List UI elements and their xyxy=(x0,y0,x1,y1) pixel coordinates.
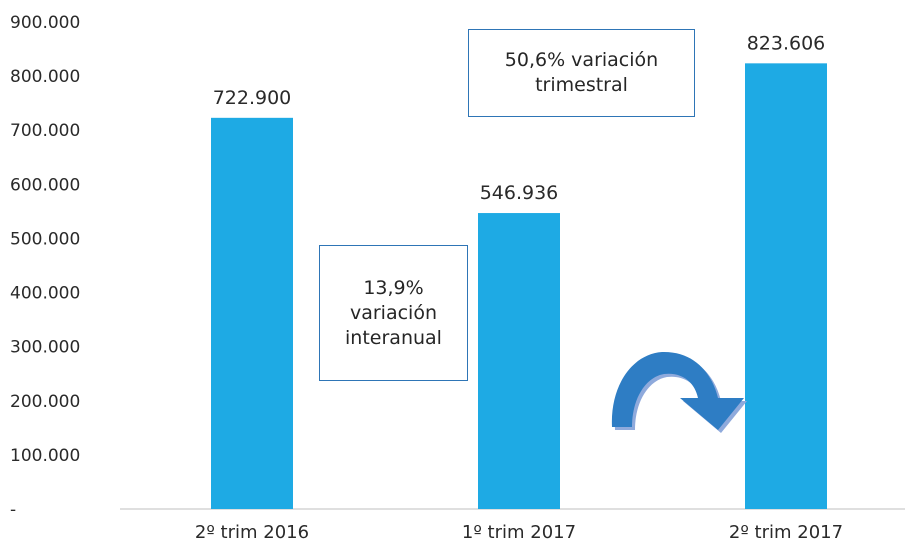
annotation-box-interanual: 13,9% variación interanual xyxy=(319,245,468,381)
annotation-line: 50,6% variación xyxy=(504,49,659,71)
annotation-line: interanual xyxy=(345,326,442,349)
x-tick-label: 2º trim 2017 xyxy=(729,522,843,543)
annotation-line: trimestral xyxy=(535,74,628,96)
y-tick-label: 700.000 xyxy=(10,121,80,141)
y-axis-ticks: - 100.000 200.000 300.000 400.000 500.000 600.… xyxy=(10,13,80,520)
bar xyxy=(745,63,827,509)
y-tick-label: 400.000 xyxy=(10,284,80,304)
y-tick-label: 500.000 xyxy=(10,229,80,249)
x-tick-label: 1º trim 2017 xyxy=(462,522,576,543)
data-labels: 722.900 546.936 823.606 xyxy=(213,32,826,204)
x-axis-ticks: 2º trim 2016 1º trim 2017 2º trim 2017 xyxy=(195,522,843,543)
annotation-line: 13,9% xyxy=(363,276,424,299)
y-tick-label: 900.000 xyxy=(10,13,80,33)
y-tick-label: 100.000 xyxy=(10,446,80,466)
bars xyxy=(211,63,827,509)
y-tick-label: - xyxy=(10,500,16,520)
curved-arrow-icon xyxy=(611,351,747,433)
x-tick-label: 2º trim 2016 xyxy=(195,522,309,543)
bar xyxy=(211,117,293,509)
y-tick-label: 600.000 xyxy=(10,175,80,195)
bar xyxy=(478,213,560,509)
annotation-box-trimestral: 50,6% variación trimestral xyxy=(468,29,695,117)
y-tick-label: 800.000 xyxy=(10,67,80,87)
y-tick-label: 300.000 xyxy=(10,338,80,358)
data-label: 546.936 xyxy=(480,182,559,204)
data-label: 823.606 xyxy=(747,32,826,54)
annotation-line: variación xyxy=(349,301,437,324)
data-label: 722.900 xyxy=(213,87,292,109)
y-tick-label: 200.000 xyxy=(10,392,80,412)
